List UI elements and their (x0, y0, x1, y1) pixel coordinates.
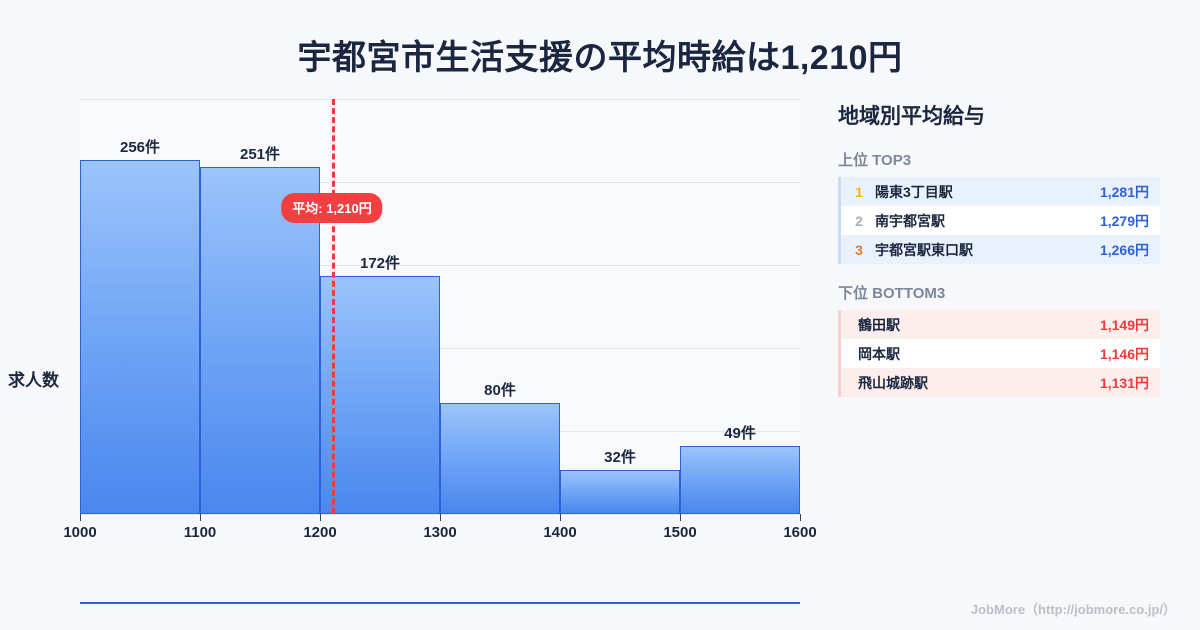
bar (680, 446, 800, 514)
station-wage: 1,281円 (1100, 182, 1149, 202)
station-name: 宇都宮駅東口駅 (869, 240, 1100, 260)
page-title: 宇都宮市生活支援の平均時給は1,210円 (0, 30, 1200, 79)
axis-tick (440, 514, 441, 521)
sidebar: 地域別平均給与 上位 TOP3 1陽東3丁目駅1,281円2南宇都宮駅1,279… (838, 100, 1168, 415)
bottom3-heading: 下位 BOTTOM3 (838, 282, 1168, 303)
axis-tick-label: 1200 (285, 524, 355, 541)
average-line (332, 99, 335, 514)
y-axis-label: 求人数 (8, 366, 59, 391)
axis-tick (680, 514, 681, 521)
rank-number: 2 (849, 213, 869, 229)
bar (440, 403, 560, 514)
bottom3-row[interactable]: 鶴田駅1,149円 (838, 310, 1160, 339)
bar-value-label: 172件 (320, 252, 440, 273)
bar (560, 470, 680, 514)
bottom3-row[interactable]: 飛山城跡駅1,131円 (838, 368, 1160, 397)
station-wage: 1,266円 (1100, 240, 1149, 260)
axis-tick (200, 514, 201, 521)
station-name: 鶴田駅 (852, 315, 1100, 335)
axis-tick (320, 514, 321, 521)
x-axis (80, 602, 800, 604)
axis-tick-label: 1300 (405, 524, 475, 541)
top3-row[interactable]: 1陽東3丁目駅1,281円 (838, 177, 1160, 206)
axis-tick-label: 1000 (45, 524, 115, 541)
axis-tick-label: 1100 (165, 524, 235, 541)
bar-value-label: 80件 (440, 379, 560, 400)
axis-tick-label: 1400 (525, 524, 595, 541)
average-badge: 平均: 1,210円 (281, 193, 382, 223)
axis-tick (560, 514, 561, 521)
rank-number: 1 (849, 184, 869, 200)
top3-row[interactable]: 2南宇都宮駅1,279円 (838, 206, 1160, 235)
top3-heading: 上位 TOP3 (838, 149, 1168, 170)
axis-tick-label: 1600 (765, 524, 835, 541)
station-name: 陽東3丁目駅 (869, 182, 1100, 202)
top3-table: 1陽東3丁目駅1,281円2南宇都宮駅1,279円3宇都宮駅東口駅1,266円 (838, 177, 1160, 264)
bottom3-table: 鶴田駅1,149円岡本駅1,146円飛山城跡駅1,131円 (838, 310, 1160, 397)
station-name: 南宇都宮駅 (869, 211, 1100, 231)
bar-value-label: 49件 (680, 422, 800, 443)
top3-row[interactable]: 3宇都宮駅東口駅1,266円 (838, 235, 1160, 264)
station-name: 飛山城跡駅 (852, 373, 1100, 393)
rank-number: 3 (849, 242, 869, 258)
axis-tick-label: 1500 (645, 524, 715, 541)
bar (320, 276, 440, 514)
station-wage: 1,149円 (1100, 315, 1149, 335)
bar (80, 160, 200, 514)
infographic-root: 宇都宮市生活支援の平均時給は1,210円 256件251件 172件 80件 32件4… (0, 0, 1200, 630)
sidebar-title: 地域別平均給与 (838, 100, 1168, 130)
station-wage: 1,131円 (1100, 373, 1149, 393)
bar-value-label: 251件 (200, 143, 320, 164)
axis-tick (800, 514, 801, 521)
station-wage: 1,279円 (1100, 211, 1149, 231)
histogram-chart: 256件251件 172件 80件 32件49件 平均: 1,210円 1000 110… (0, 88, 830, 558)
gridline (80, 99, 800, 100)
bar-value-label: 256件 (80, 136, 200, 157)
bar-value-label: 32件 (560, 446, 680, 467)
axis-tick (80, 514, 81, 521)
station-wage: 1,146円 (1100, 344, 1149, 364)
station-name: 岡本駅 (852, 344, 1100, 364)
bottom3-row[interactable]: 岡本駅1,146円 (838, 339, 1160, 368)
footer-watermark: JobMore（http://jobmore.co.jp/） (971, 599, 1176, 618)
